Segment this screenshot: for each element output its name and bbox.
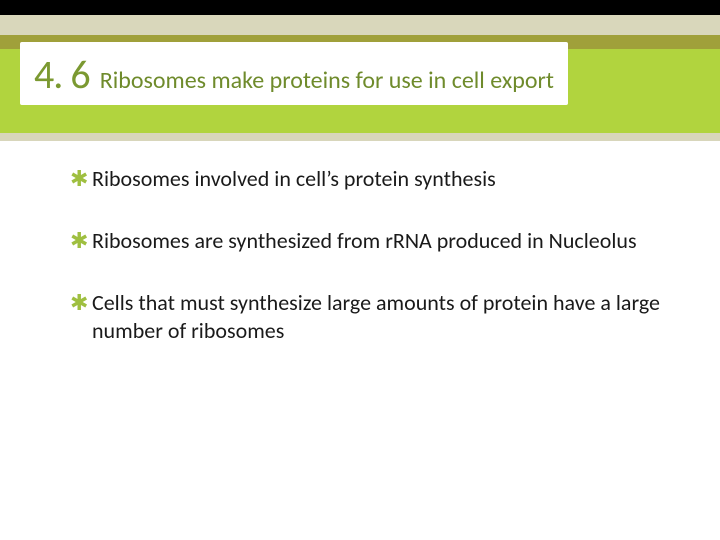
bullet-text: Cells that must synthesize large amounts… <box>92 289 670 345</box>
header-stripe-dark <box>0 0 720 15</box>
list-item: ✱ Cells that must synthesize large amoun… <box>70 289 670 345</box>
slide-number: 4. 6 <box>34 50 90 99</box>
bullet-icon: ✱ <box>70 227 92 255</box>
list-item: ✱ Ribosomes involved in cell’s protein s… <box>70 165 670 193</box>
slide-body: ✱ Ribosomes involved in cell’s protein s… <box>70 165 670 379</box>
slide-title: 4. 6 Ribosomes make proteins for use in … <box>20 42 568 105</box>
slide-heading: Ribosomes make proteins for use in cell … <box>100 66 554 95</box>
list-item: ✱ Ribosomes are synthesized from rRNA pr… <box>70 227 670 255</box>
bullet-icon: ✱ <box>70 165 92 193</box>
bullet-icon: ✱ <box>70 289 92 317</box>
header-stripe-tan <box>0 15 720 35</box>
header-stripe-tan2 <box>0 133 720 141</box>
bullet-text: Ribosomes are synthesized from rRNA prod… <box>92 227 637 255</box>
bullet-text: Ribosomes involved in cell’s protein syn… <box>92 165 496 193</box>
